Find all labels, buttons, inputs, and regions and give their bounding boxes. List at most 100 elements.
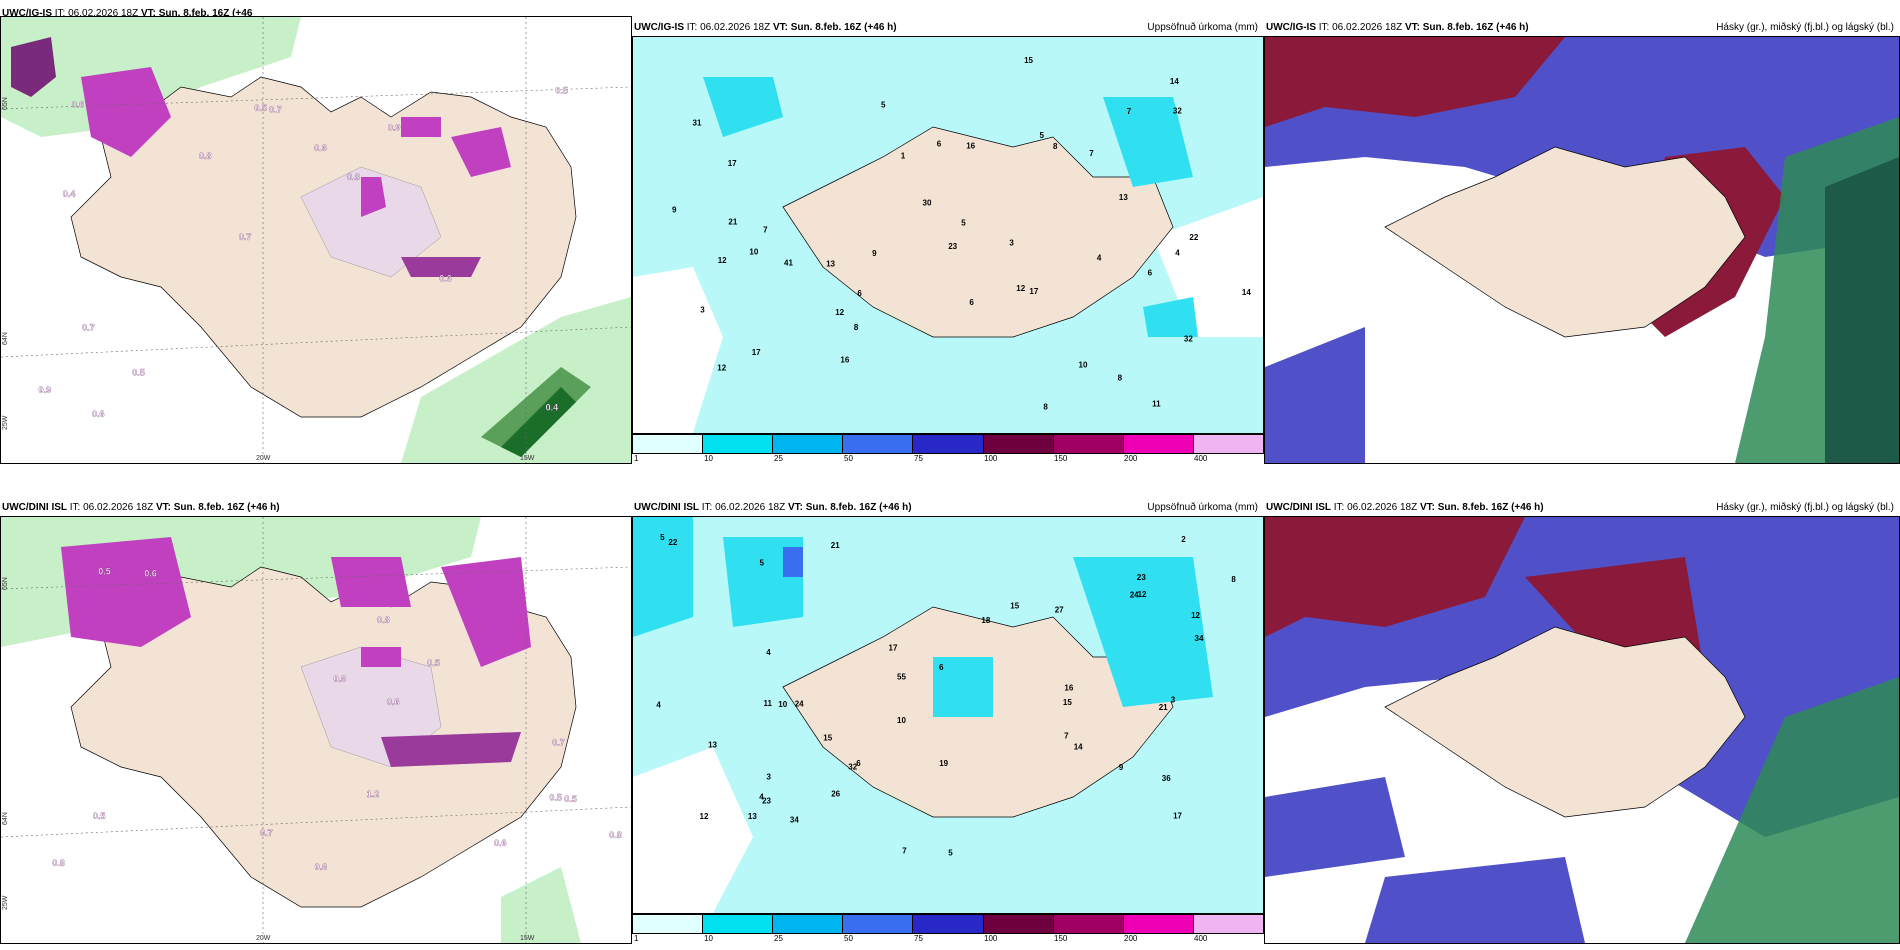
map-value-label: 0.5 bbox=[132, 368, 145, 378]
lat-tick: 65N bbox=[2, 577, 9, 590]
map-value-label: 41 bbox=[784, 258, 793, 267]
colorbar bbox=[632, 434, 1264, 454]
map-value-label: 15 bbox=[1010, 602, 1019, 611]
map-value-label: 21 bbox=[728, 217, 737, 226]
snow-blob bbox=[81, 67, 171, 157]
map-value-label: 23 bbox=[1137, 573, 1146, 582]
colorbar-segment bbox=[843, 915, 914, 933]
map-value-label: 55 bbox=[897, 672, 906, 681]
colorbar-label: 75 bbox=[914, 934, 923, 943]
panel-header: UWC/DINI ISL IT: 06.02.2026 18Z VT: Sun.… bbox=[2, 502, 280, 514]
map-value-label: 17 bbox=[752, 348, 761, 357]
map-cloud-layers[interactable] bbox=[1264, 36, 1900, 464]
map-value-label: 0.6 bbox=[439, 274, 452, 284]
map-value-label: 14 bbox=[1170, 77, 1179, 86]
lat-tick: 25W bbox=[2, 895, 9, 910]
colorbar-segment bbox=[703, 915, 774, 933]
map-value-label: 2 bbox=[1181, 535, 1186, 544]
lon-tick: 20W bbox=[256, 455, 271, 462]
map-value-label: 6 bbox=[856, 759, 861, 768]
lat-tick: 64N bbox=[2, 812, 9, 825]
map-svg: 1214151517242119183421232332221724552634… bbox=[633, 517, 1263, 913]
snow-blob bbox=[61, 537, 191, 647]
map-value-label: 12 bbox=[717, 363, 726, 372]
colorbar-label: 200 bbox=[1124, 454, 1138, 463]
colorbar-segment bbox=[773, 435, 844, 453]
map-value-label: 4 bbox=[766, 648, 771, 657]
map-accumulated-precip[interactable]: 11 10 12 31 32 17 17 13 7 6 8 8 8 5 3 3 4 5 9 12 14 16 13 14 22 2… bbox=[632, 36, 1264, 434]
map-value-label: 6 bbox=[939, 663, 944, 672]
snow-blob bbox=[451, 127, 511, 177]
map-value-label: 0.6 bbox=[494, 838, 507, 848]
map-value-label: 0.6 bbox=[92, 409, 105, 419]
colorbar-label: 1 bbox=[634, 454, 639, 463]
colorbar-segment bbox=[633, 435, 704, 453]
colorbar-label: 150 bbox=[1054, 934, 1068, 943]
map-value-label: 4 bbox=[656, 700, 661, 709]
map-value-label: 10 bbox=[778, 700, 787, 709]
map-value-label: 31 bbox=[693, 118, 702, 127]
map-value-label: 12 bbox=[1138, 590, 1147, 599]
map-value-label: 0.4 bbox=[546, 403, 559, 413]
lon-tick: 15W bbox=[520, 935, 535, 942]
map-value-label: 22 bbox=[668, 538, 677, 547]
map-accumulated-precip[interactable]: 12 14 15 15 17 24 21 19 18 34 21 23 23 32 22 17 24 55 26 34… bbox=[632, 516, 1264, 914]
precip-area bbox=[633, 517, 693, 637]
map-value-label: 18 bbox=[981, 616, 990, 625]
map-value-label: 4 bbox=[1175, 249, 1180, 258]
colorbar-segment bbox=[633, 915, 704, 933]
map-value-label: 0.7 bbox=[82, 323, 95, 333]
panel-title: Uppsöfnuð úrkoma (mm) bbox=[1147, 22, 1258, 33]
valid-time: VT: Sun. 8.feb. 16Z (+46 h) bbox=[787, 502, 912, 513]
panel-row1-mid: UWC/IG-IS IT: 06.02.2026 18Z VT: Sun. 8.… bbox=[632, 0, 1264, 470]
snow-blob bbox=[331, 557, 411, 607]
lon-tick: 20W bbox=[256, 935, 271, 942]
snow-blob bbox=[401, 257, 481, 277]
map-value-label: 4 bbox=[759, 793, 764, 802]
snow-blob bbox=[381, 732, 521, 767]
iceland-land bbox=[70, 566, 577, 908]
midcloud-area bbox=[1365, 857, 1585, 943]
map-value-label: 15 bbox=[823, 734, 832, 743]
map-value-label: 6 bbox=[937, 139, 942, 148]
map-value-label: 8 bbox=[854, 323, 859, 332]
highcloud-area bbox=[1265, 37, 1565, 127]
map-value-label: 0.7 bbox=[260, 828, 273, 838]
map-svg: 0.40.40.50.70.90.60.50.60.70.80.90.50.70… bbox=[1, 17, 631, 463]
green-precip-area bbox=[401, 297, 631, 463]
model-name: UWC/IG-IS bbox=[634, 22, 684, 33]
map-snow-wind[interactable]: 0.5 0.6 0.5 0.8 0.8 0.6 0.6 0.5 0.5 0.8 0.6 1.2 0.7 0… bbox=[0, 516, 632, 944]
panel-header: UWC/DINI ISL IT: 06.02.2026 18Z VT: Sun.… bbox=[1266, 502, 1544, 514]
map-value-label: 0.6 bbox=[334, 674, 347, 684]
map-cloud-layers[interactable] bbox=[1264, 516, 1900, 944]
panel-row2-mid: UWC/DINI ISL IT: 06.02.2026 18Z VT: Sun.… bbox=[632, 480, 1264, 950]
map-value-label: 12 bbox=[718, 256, 727, 265]
iceland-land bbox=[1384, 626, 1746, 818]
colorbar-labels: 1 10 25 50 75 100 150 200 400 bbox=[632, 454, 1262, 464]
map-value-label: 13 bbox=[826, 260, 835, 269]
lat-tick: 25W bbox=[2, 415, 9, 430]
map-svg bbox=[1265, 37, 1899, 463]
map-value-label: 4 bbox=[1097, 253, 1102, 262]
iceland-land bbox=[782, 126, 1174, 338]
map-snow-wind[interactable]: 0.4 0.4 0.5 0.7 0.9 0.6 0.5 0.6 0.7 0.8 0.9 0.5 0.7 0… bbox=[0, 16, 632, 464]
colorbar-label: 1 bbox=[634, 934, 639, 943]
map-value-label: 16 bbox=[840, 355, 849, 364]
map-value-label: 26 bbox=[831, 790, 840, 799]
panel-header: UWC/IG-IS IT: 06.02.2026 18Z VT: Sun. 8.… bbox=[2, 8, 252, 20]
init-time: IT: 06.02.2026 18Z bbox=[686, 22, 771, 33]
panel-title: Hásky (gr.), miðský (fj.bl.) og lágský (… bbox=[1716, 502, 1894, 513]
init-time: IT: 06.02.2026 18Z bbox=[1333, 502, 1418, 513]
snow-blob bbox=[361, 177, 386, 217]
map-value-label: 13 bbox=[708, 741, 717, 750]
colorbar-label: 25 bbox=[774, 934, 783, 943]
colorbar-segment bbox=[1053, 435, 1124, 453]
map-svg bbox=[1265, 517, 1899, 943]
colorbar-segment bbox=[703, 435, 774, 453]
snow-blob bbox=[401, 117, 441, 137]
map-value-label: 32 bbox=[848, 762, 857, 771]
map-value-label: 27 bbox=[1055, 605, 1064, 614]
panel-title: Uppsöfnuð úrkoma (mm) bbox=[1147, 502, 1258, 513]
map-value-label: 0.7 bbox=[239, 232, 252, 242]
panel-row1-right: UWC/IG-IS IT: 06.02.2026 18Z VT: Sun. 8.… bbox=[1264, 0, 1900, 470]
